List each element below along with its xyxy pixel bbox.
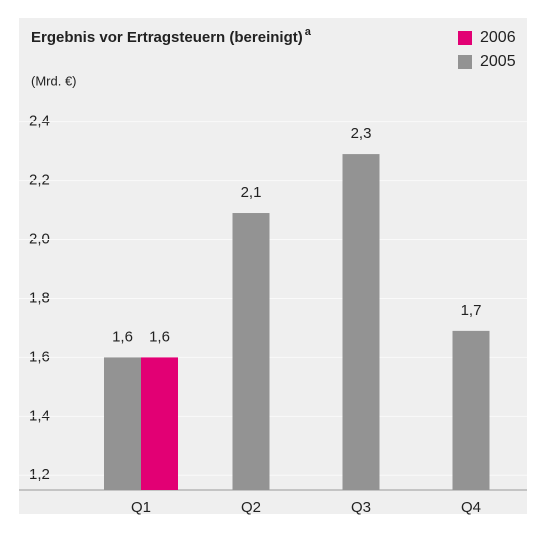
x-tick-label: Q1 bbox=[131, 499, 151, 516]
bar bbox=[342, 154, 380, 490]
y-tick-label: 1,2 bbox=[29, 466, 50, 483]
legend-swatch bbox=[458, 55, 472, 69]
value-label: 2,1 bbox=[241, 184, 262, 201]
x-tick-label: Q4 bbox=[461, 499, 481, 516]
title-superscript: a bbox=[305, 26, 312, 38]
legend-swatch bbox=[458, 31, 472, 45]
value-label: 1,7 bbox=[461, 302, 482, 319]
bar bbox=[141, 357, 178, 490]
y-tick-label: 1,4 bbox=[29, 407, 50, 424]
x-tick-label: Q3 bbox=[351, 499, 371, 516]
legend-label: 2005 bbox=[480, 53, 516, 70]
y-tick-label: 1,6 bbox=[29, 348, 50, 365]
chart-title: Ergebnis vor Ertragsteuern (bereinigt) bbox=[31, 29, 303, 46]
value-label: 2,3 bbox=[351, 125, 372, 142]
value-label: 1,6 bbox=[149, 328, 170, 345]
y-tick-label: 2,4 bbox=[29, 113, 50, 130]
y-tick-label: 2,0 bbox=[29, 231, 50, 248]
bar bbox=[452, 330, 490, 490]
subtitle: (Mrd. €) bbox=[31, 73, 77, 88]
x-tick-label: Q2 bbox=[241, 499, 261, 516]
bar bbox=[104, 357, 141, 490]
panel bbox=[19, 18, 527, 514]
legend-label: 2006 bbox=[480, 29, 516, 46]
value-label: 1,6 bbox=[112, 328, 133, 345]
y-tick-label: 2,2 bbox=[29, 172, 50, 189]
y-tick-label: 1,8 bbox=[29, 289, 50, 306]
bar bbox=[232, 213, 270, 491]
